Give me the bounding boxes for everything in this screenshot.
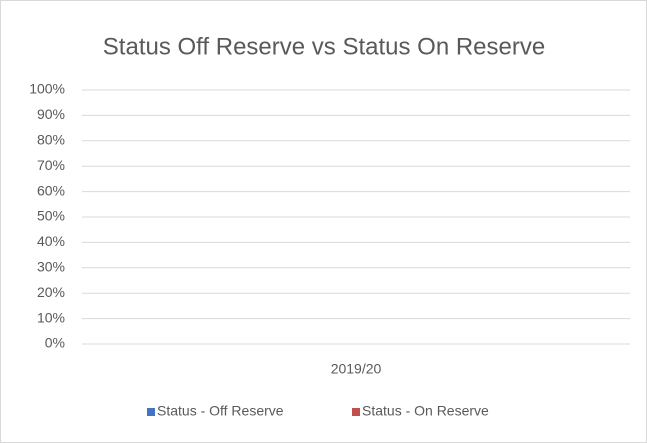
chart-title: Status Off Reserve vs Status On Reserve bbox=[103, 33, 545, 60]
y-tick-label: 50% bbox=[37, 208, 65, 224]
y-tick-label: 40% bbox=[37, 233, 65, 249]
y-tick-label: 30% bbox=[37, 259, 65, 275]
y-tick-label: 70% bbox=[37, 157, 65, 173]
y-tick-label: 20% bbox=[37, 284, 65, 300]
legend-label: Status - On Reserve bbox=[362, 403, 489, 419]
y-tick-label: 0% bbox=[45, 335, 65, 351]
x-tick-label: 2019/20 bbox=[331, 361, 382, 377]
legend-swatch bbox=[147, 408, 155, 416]
legend-label: Status - Off Reserve bbox=[157, 403, 284, 419]
y-tick-label: 90% bbox=[37, 106, 65, 122]
y-tick-label: 60% bbox=[37, 182, 65, 198]
legend-swatch bbox=[352, 408, 360, 416]
y-tick-label: 10% bbox=[37, 309, 65, 325]
y-tick-label: 80% bbox=[37, 132, 65, 148]
y-tick-label: 100% bbox=[29, 81, 65, 97]
